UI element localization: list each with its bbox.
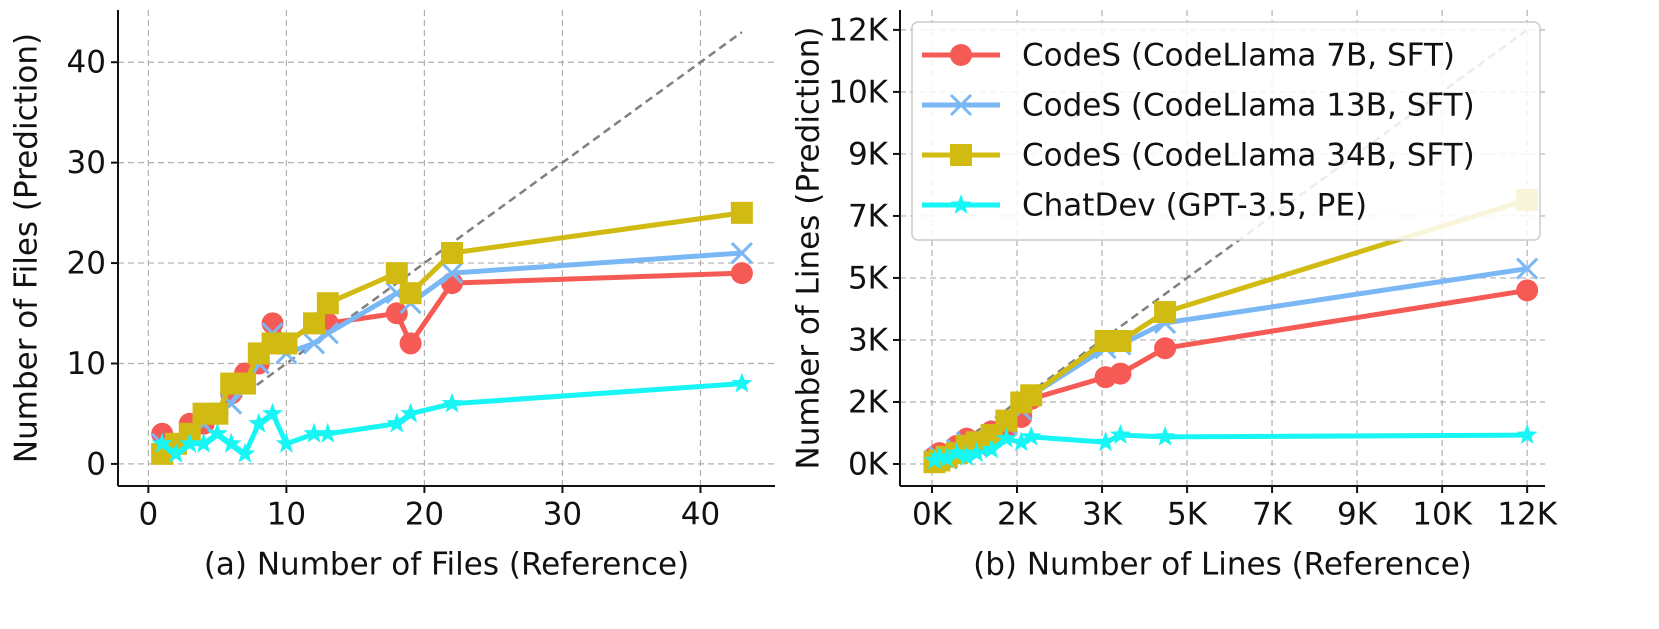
marker (193, 432, 214, 453)
subplot: 0K 2K 3K 5K 7K 9K 10K 12K 0K 2K 3K 5K 7K 9K 10K 12K (b) … (791, 10, 1558, 583)
x-tick-label: 0K (912, 497, 953, 533)
marker (399, 282, 422, 305)
subplot: 0 10 20 30 40 0 10 20 30 40 (a) Number of Files (R… (9, 10, 775, 583)
marker (730, 241, 753, 265)
legend-marker (950, 44, 972, 66)
x-tick-label: 9K (1337, 497, 1378, 533)
marker (440, 262, 464, 285)
marker (441, 242, 464, 265)
marker (936, 447, 958, 468)
y-tick-label: 9K (848, 136, 889, 172)
x-tick-label: 5K (1167, 497, 1208, 533)
x-tick-label: 10K (1412, 497, 1472, 533)
legend-box (911, 21, 1541, 241)
marker (441, 392, 463, 413)
marker (206, 402, 229, 425)
marker (956, 445, 978, 466)
marker (386, 412, 408, 433)
series-line (160, 381, 743, 457)
marker (317, 422, 339, 443)
marker (981, 438, 1002, 459)
x-tick-label: 10 (267, 497, 306, 533)
marker (730, 201, 753, 224)
x-tick-label: 40 (681, 497, 720, 533)
marker (1010, 431, 1032, 452)
x-tick-label: 12K (1497, 497, 1557, 533)
marker (1020, 425, 1042, 446)
y-tick-label: 10 (67, 346, 106, 382)
marker (1095, 431, 1116, 452)
marker (303, 422, 325, 443)
legend-label: ChatDev (GPT-3.5, PE) (1022, 188, 1367, 224)
marker (275, 332, 298, 355)
marker (262, 402, 283, 423)
marker (385, 302, 408, 325)
marker (966, 442, 988, 463)
y-axis-label: Number of Files (Prediction) (9, 33, 45, 463)
x-tick-label: 30 (543, 497, 582, 533)
marker (730, 262, 753, 285)
marker (1516, 279, 1539, 302)
x-tick-label: 0 (138, 497, 158, 533)
marker (316, 292, 339, 315)
y-tick-label: 2K (848, 385, 889, 421)
x-tick-label: 7K (1252, 497, 1293, 533)
marker (924, 449, 945, 470)
series-line (933, 266, 1528, 463)
marker (1154, 425, 1176, 446)
marker (400, 402, 422, 423)
marker (1110, 424, 1131, 444)
marker (1109, 362, 1132, 385)
y-tick-label: 30 (67, 145, 106, 181)
marker (1020, 384, 1043, 407)
marker (302, 312, 325, 335)
legend-label: CodeS (CodeLlama 13B, SFT) (1022, 88, 1475, 124)
y-tick-label: 0K (848, 447, 889, 483)
legend-marker (950, 144, 972, 166)
marker (995, 427, 1017, 448)
x-axis-label: (a) Number of Files (Reference) (204, 547, 689, 583)
y-tick-label: 3K (848, 322, 889, 358)
marker (1516, 257, 1539, 280)
y-tick-label: 40 (67, 45, 106, 81)
y-axis-label: Number of Lines (Prediction) (791, 27, 827, 470)
marker (206, 422, 228, 443)
y-tick-label: 10K (828, 74, 888, 110)
marker (302, 332, 326, 355)
marker (233, 372, 256, 395)
marker (179, 432, 201, 453)
marker (1109, 330, 1132, 353)
x-tick-label: 3K (1082, 497, 1123, 533)
marker (165, 442, 187, 463)
marker (234, 442, 256, 463)
marker (385, 262, 408, 285)
y-tick-label: 20 (67, 246, 106, 282)
y-tick-label: 0 (86, 446, 106, 482)
legend-label: CodeS (CodeLlama 7B, SFT) (1022, 38, 1455, 74)
marker (1516, 424, 1538, 444)
legend-marker (950, 194, 972, 214)
y-tick-label: 5K (848, 260, 889, 296)
y-tick-label: 12K (828, 12, 888, 48)
legend-marker (949, 93, 973, 117)
marker (1154, 337, 1177, 360)
marker (151, 432, 173, 453)
x-axis-label: (b) Number of Lines (Reference) (973, 547, 1472, 583)
marker (946, 442, 968, 463)
marker (995, 409, 1018, 432)
marker (399, 332, 422, 355)
marker (1154, 301, 1177, 324)
marker (248, 412, 270, 433)
marker (275, 432, 297, 453)
x-tick-label: 2K (997, 497, 1038, 533)
legend-label: CodeS (CodeLlama 34B, SFT) (1022, 138, 1475, 174)
marker (220, 432, 242, 453)
y-tick-label: 7K (848, 198, 889, 234)
marker (731, 372, 753, 393)
x-tick-label: 20 (405, 497, 444, 533)
